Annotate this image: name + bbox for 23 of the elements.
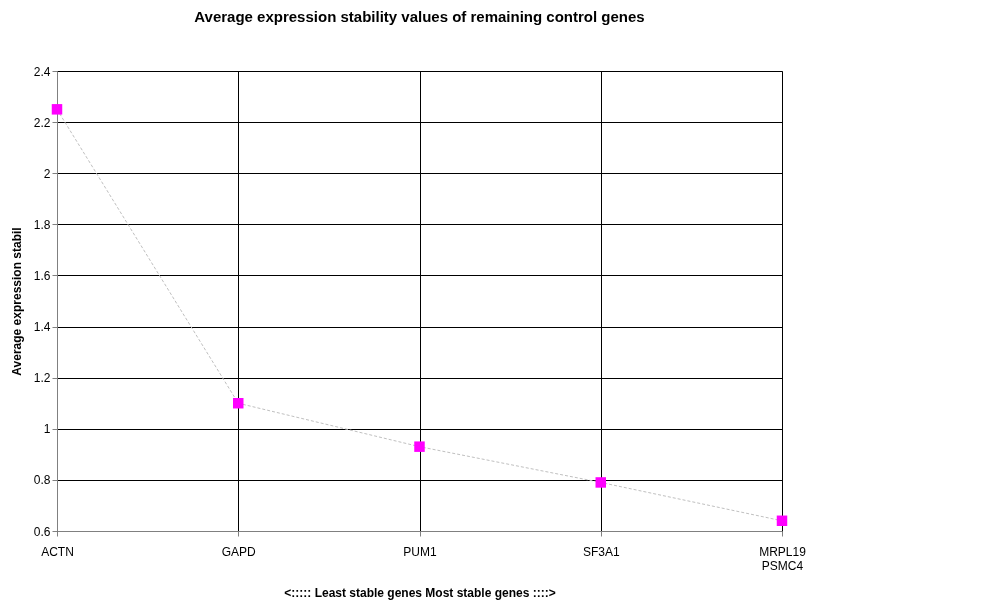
y-tick-label: 2 [43,166,51,181]
y-tick-label: 1.2 [33,371,51,386]
y-tick-label: 1.4 [33,320,51,335]
y-tick-label: 1.6 [33,268,51,283]
point [51,104,63,115]
point [595,477,606,488]
y-axis-title: Average expression stabil [9,227,24,376]
x-tick-label: MRPL19 PSMC4 [759,544,807,573]
point [414,441,425,452]
x-tick-label: SF3A1 [582,544,620,559]
x-tick-label: ACTN [41,544,74,559]
x-tick-label: GAPD [221,544,257,559]
y-tick-label: 2.4 [33,64,51,79]
y-tick-label: 1.8 [33,217,51,232]
chart-title: Average expression stability values of remaining control genes [194,8,645,25]
point [233,397,244,409]
x-axis-title: <::::: Least stable genes Most stable genes ::::> [284,585,556,600]
point [776,515,788,527]
x-tick-label: PUM1 [403,544,437,559]
y-tick-label: 2.2 [33,115,51,130]
y-tick-label: 1 [43,422,51,437]
y-tick-label: 0.8 [33,473,51,488]
y-tick-label: 0.6 [33,524,51,539]
